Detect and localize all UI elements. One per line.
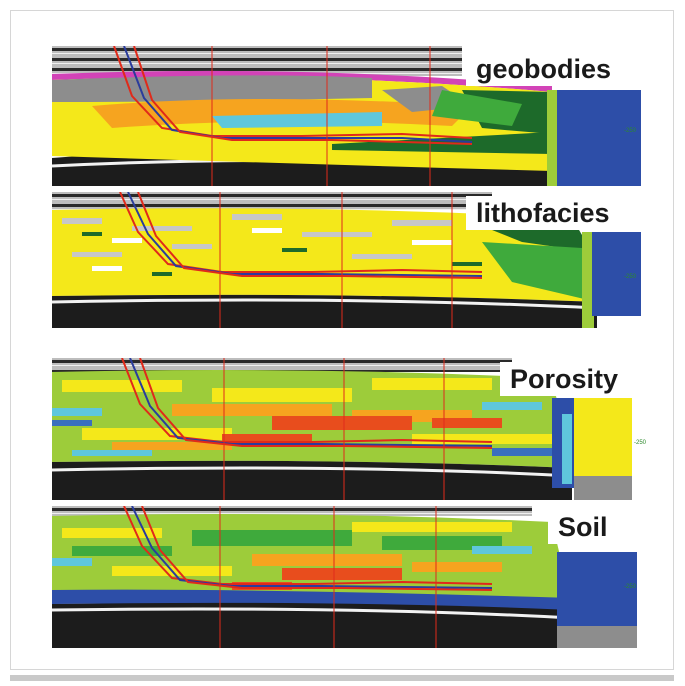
panel-label: Porosity xyxy=(500,362,629,396)
tick-right: -250 xyxy=(624,128,637,134)
tick-right: -250 xyxy=(634,440,647,446)
panel-geobodies: 300 350 -250 geobodies xyxy=(52,46,641,186)
tick-right: -250 xyxy=(624,584,637,590)
geobodies-section xyxy=(52,46,641,186)
lithofacies-section xyxy=(52,192,641,328)
tick-right: -250 xyxy=(624,274,637,280)
panel-lithofacies: 300 250 -250 lithofacies xyxy=(52,192,641,328)
panel-porosity: 50 -250 Porosity xyxy=(52,358,654,500)
soil-section xyxy=(52,506,642,648)
panel-label: geobodies xyxy=(466,52,622,86)
bottom-divider xyxy=(10,675,674,681)
panel-label: lithofacies xyxy=(466,196,620,230)
panel-label: Soil xyxy=(548,510,618,544)
panel-soil: 50 -250 Soil xyxy=(52,506,642,648)
